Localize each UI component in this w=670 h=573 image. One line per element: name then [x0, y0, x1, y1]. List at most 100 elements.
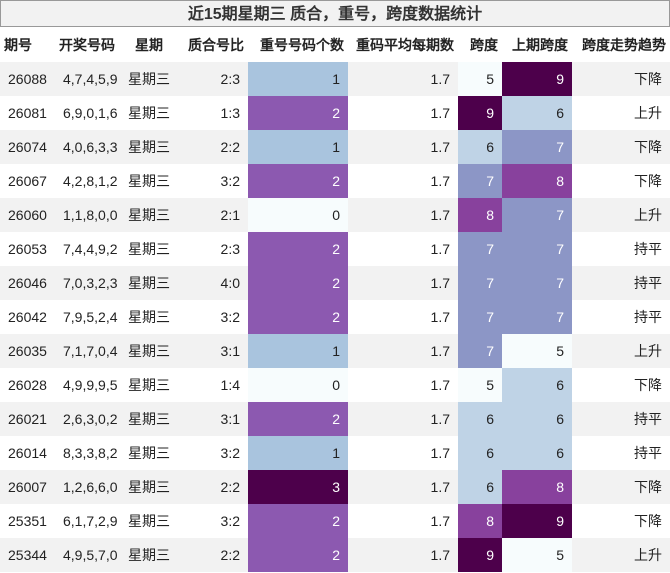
table-cell: 星期三	[120, 402, 178, 436]
table-row: 26014 8,3,3,8,2 星期三 3:2 1 1.7 6 6 持平	[0, 436, 670, 470]
table-row: 26028 4,9,9,9,5 星期三 1:4 0 1.7 5 6 下降	[0, 368, 670, 402]
table-cell: 1.7	[348, 62, 458, 96]
table-cell: 7,9,5,2,4	[55, 300, 120, 334]
column-header: 星期	[135, 36, 163, 53]
table-cell: 星期三	[120, 62, 178, 96]
table-cell: 25344	[0, 538, 55, 572]
table-cell: 8	[458, 198, 502, 232]
table-cell: 3:2	[178, 164, 248, 198]
table-cell: 7,1,7,0,4	[55, 334, 120, 368]
table-cell: 1.7	[348, 402, 458, 436]
table-cell: 持平	[572, 402, 670, 436]
table-cell: 7	[502, 198, 572, 232]
table-cell: 6	[502, 96, 572, 130]
table-cell: 持平	[572, 266, 670, 300]
table-row: 26021 2,6,3,0,2 星期三 3:1 2 1.7 6 6 持平	[0, 402, 670, 436]
table-cell: 26028	[0, 368, 55, 402]
table-row: 26060 1,1,8,0,0 星期三 2:1 0 1.7 8 7 上升	[0, 198, 670, 232]
table-cell: 7	[458, 164, 502, 198]
table-cell: 7	[458, 334, 502, 368]
table-cell: 0	[248, 198, 348, 232]
table-cell: 26088	[0, 62, 55, 96]
header-row: 期号 开奖号码 星期 质合号比 重号号码个数 重码平均每期数 跨度 上期跨度 跨度走势趋势	[0, 27, 670, 62]
table-cell: 星期三	[120, 504, 178, 538]
table-cell: 5	[502, 334, 572, 368]
table-cell: 26035	[0, 334, 55, 368]
table-cell: 1.7	[348, 436, 458, 470]
table-cell: 1	[248, 62, 348, 96]
table-cell: 3:1	[178, 334, 248, 368]
table-cell: 1.7	[348, 232, 458, 266]
table-cell: 星期三	[120, 164, 178, 198]
column-header: 质合号比	[188, 36, 244, 53]
table-cell: 26046	[0, 266, 55, 300]
table-cell: 26007	[0, 470, 55, 504]
table-cell: 2	[248, 266, 348, 300]
table-cell: 星期三	[120, 96, 178, 130]
table-row: 25344 4,9,5,7,0 星期三 2:2 2 1.7 9 5 上升	[0, 538, 670, 572]
table-cell: 下降	[572, 368, 670, 402]
table-row: 26088 4,7,4,5,9 星期三 2:3 1 1.7 5 9 下降	[0, 62, 670, 96]
table-cell: 1.7	[348, 96, 458, 130]
table-cell: 6	[458, 470, 502, 504]
table-cell: 8	[502, 164, 572, 198]
table-cell: 星期三	[120, 300, 178, 334]
table-cell: 6	[502, 436, 572, 470]
table-cell: 1.7	[348, 300, 458, 334]
table-cell: 2	[248, 402, 348, 436]
table-cell: 下降	[572, 62, 670, 96]
column-header: 开奖号码	[59, 36, 115, 53]
table-cell: 4,7,4,5,9	[55, 62, 120, 96]
table-cell: 星期三	[120, 130, 178, 164]
table-body: 26088 4,7,4,5,9 星期三 2:3 1 1.7 5 9 下降 2 6 0 8 1 6,9,0,1…	[0, 62, 670, 572]
table-cell: 3:2	[178, 300, 248, 334]
table-cell: 1:4	[178, 368, 248, 402]
table-cell: 9	[458, 538, 502, 572]
table-cell: 7	[458, 266, 502, 300]
column-header: 期号	[4, 36, 32, 53]
table-cell: 7	[502, 300, 572, 334]
table-cell: 2:2	[178, 538, 248, 572]
table-cell: 7	[458, 232, 502, 266]
table-cell: 9	[458, 96, 502, 130]
table-cell: 1,2,6,6,0	[55, 470, 120, 504]
column-header: 重码平均每期数	[356, 36, 454, 53]
table-row: 25351 6,1,7,2,9 星期三 3:2 2 1.7 8 9 下降	[0, 504, 670, 538]
table-cell: 5	[502, 538, 572, 572]
table-cell: 2:3	[178, 232, 248, 266]
table-cell: 星期三	[120, 470, 178, 504]
column-header: 跨度	[470, 36, 498, 53]
table-cell: 星期三	[120, 266, 178, 300]
table-cell: 上升	[572, 538, 670, 572]
table-cell: 5	[458, 62, 502, 96]
table-cell: 星期三	[120, 538, 178, 572]
table-cell: 7	[458, 300, 502, 334]
table-cell: 1.7	[348, 368, 458, 402]
table-cell: 3:1	[178, 402, 248, 436]
table-cell: 4,9,5,7,0	[55, 538, 120, 572]
table-cell: 7	[502, 266, 572, 300]
column-header: 重号号码个数	[260, 36, 344, 53]
table-cell: 8	[502, 470, 572, 504]
table-cell: 下降	[572, 130, 670, 164]
table-cell: 4,0,6,3,3	[55, 130, 120, 164]
table-cell: 8,3,3,8,2	[55, 436, 120, 470]
table-cell: 6,9,0,1,6	[55, 96, 120, 130]
table-cell: 1.7	[348, 266, 458, 300]
table-cell: 6	[458, 130, 502, 164]
table-cell: 26053	[0, 232, 55, 266]
column-header: 跨度走势趋势	[582, 36, 666, 53]
table-cell: 2	[248, 504, 348, 538]
table-cell: 2	[248, 300, 348, 334]
table-cell: 1,1,8,0,0	[55, 198, 120, 232]
table-cell: 3:2	[178, 436, 248, 470]
table-cell: 26067	[0, 164, 55, 198]
table-cell: 1.7	[348, 130, 458, 164]
table-cell: 1.7	[348, 334, 458, 368]
table-cell: 7,4,4,9,2	[55, 232, 120, 266]
table-cell: 7	[502, 232, 572, 266]
table-cell: 6	[502, 368, 572, 402]
table-cell: 1.7	[348, 504, 458, 538]
table-row: 26074 4,0,6,3,3 星期三 2:2 1 1.7 6 7 下降	[0, 130, 670, 164]
